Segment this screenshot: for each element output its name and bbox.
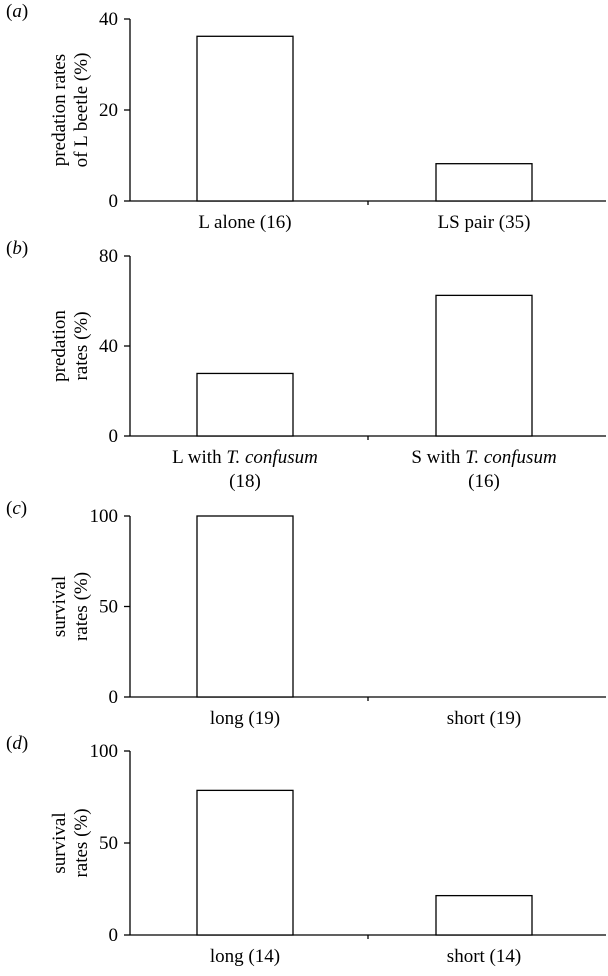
x-tick-label: long (19) <box>210 708 280 729</box>
panel-label: (c) <box>6 498 27 519</box>
bar <box>196 372 294 437</box>
panel-a: (a) 0 20 40 predation ratesof L beetle (%) L … <box>6 1 606 233</box>
y-tick-label: 0 <box>109 426 119 447</box>
bar <box>435 894 533 936</box>
panel-d: (d) 0 50 100 survivalrates (%) long (14) short… <box>6 733 606 967</box>
x-tick-label: short (19) <box>447 708 521 729</box>
y-tick-label: 50 <box>99 597 118 618</box>
y-tick-label: 100 <box>90 741 119 762</box>
y-tick-label: 80 <box>99 246 118 267</box>
x-tick-label: L alone (16) <box>198 212 291 233</box>
bar <box>435 163 533 202</box>
y-tick-label: 20 <box>99 100 118 121</box>
bar <box>435 294 533 437</box>
bar <box>196 515 294 698</box>
x-tick-label: S with T. confusum (16) <box>411 447 556 492</box>
bar <box>196 789 294 936</box>
y-tick-label: 0 <box>109 925 119 946</box>
panel-label: (b) <box>6 238 28 259</box>
panel-c: (c) 0 50 100 survivalrates (%) long (19) short… <box>6 498 606 729</box>
panel-label: (a) <box>6 1 28 22</box>
bar <box>196 35 294 202</box>
y-tick-label: 40 <box>99 336 118 357</box>
x-tick-label: L with T. confusum (18) <box>172 447 318 492</box>
y-axis-label: predation ratesof L beetle (%) <box>49 53 92 168</box>
y-axis-label: survivalrates (%) <box>49 572 92 641</box>
y-axis-label: survivalrates (%) <box>49 808 92 877</box>
x-tick-label: long (14) <box>210 946 280 967</box>
y-tick-label: 100 <box>90 506 119 527</box>
y-tick-label: 0 <box>109 687 119 708</box>
y-tick-label: 0 <box>109 191 119 212</box>
panel-b: (b) 0 40 80 predationrates (%) L with T. conf… <box>6 238 606 492</box>
panel-label: (d) <box>6 733 28 754</box>
x-tick-label: LS pair (35) <box>438 212 531 233</box>
y-tick-label: 40 <box>99 9 118 30</box>
x-tick-label: short (14) <box>447 946 521 967</box>
y-tick-label: 50 <box>99 833 118 854</box>
y-axis-label: predationrates (%) <box>49 310 92 382</box>
